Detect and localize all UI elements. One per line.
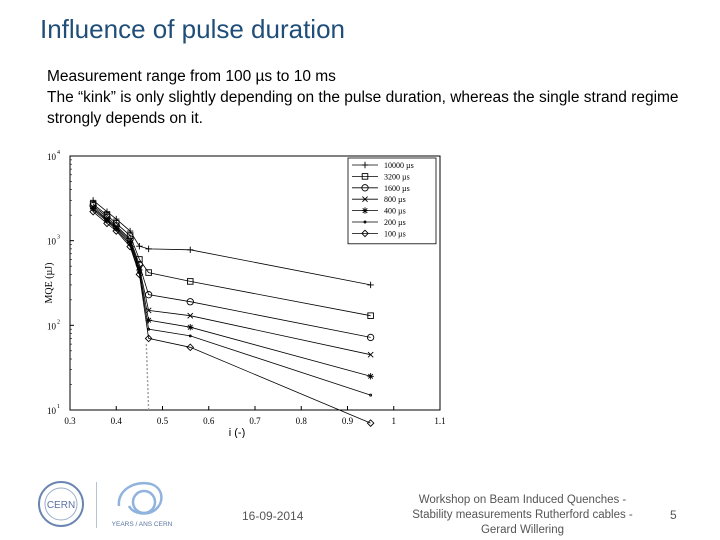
legend-label: 400 µs — [384, 207, 406, 216]
data-point — [126, 232, 134, 239]
legend-label: 800 µs — [384, 195, 406, 204]
series-3200-µs — [89, 200, 374, 319]
legend-marker — [361, 184, 369, 192]
legend-marker — [361, 229, 369, 238]
legend-marker — [361, 173, 369, 180]
data-point — [126, 242, 134, 251]
data-point — [367, 351, 374, 358]
series-line — [92, 206, 371, 356]
x-tick-label: 0.6 — [203, 416, 215, 426]
cern-60-years-logo: YEARS / ANS CERN — [112, 481, 173, 528]
cern-logo-text: CERN — [47, 500, 75, 511]
data-point — [366, 419, 375, 427]
data-point — [103, 219, 111, 228]
x-axis-label: i (-) — [229, 427, 246, 438]
data-point — [187, 312, 194, 319]
data-point — [89, 207, 97, 216]
data-point — [186, 298, 194, 306]
series-line — [92, 205, 371, 338]
y-axis-label: MQE (µJ) — [44, 262, 55, 303]
legend-label: 10000 µs — [384, 161, 414, 170]
series-100-µs — [89, 207, 375, 427]
legend-label: 1600 µs — [384, 184, 410, 193]
x-tick-label: 0.3 — [64, 416, 76, 426]
y-tick-exponent: 3 — [57, 235, 60, 241]
threshold-dashed-line — [145, 344, 150, 411]
legend-label: 100 µs — [384, 229, 406, 238]
legend-marker — [361, 207, 369, 214]
data-point — [145, 245, 152, 253]
data-point — [366, 333, 375, 342]
data-point — [144, 334, 153, 343]
legend-marker — [363, 220, 367, 224]
series-800-µs — [90, 204, 374, 358]
years-logo-text: YEARS / ANS CERN — [112, 521, 173, 528]
x-tick-label: 1 — [392, 416, 397, 426]
slide-title: Influence of pulse duration — [40, 14, 345, 44]
data-point — [112, 227, 121, 235]
data-point — [186, 343, 195, 352]
x-tick-label: 0.4 — [111, 416, 123, 426]
series-line — [92, 203, 371, 317]
y-tick-label: 10 — [47, 237, 57, 247]
legend-marker — [362, 196, 368, 203]
data-point — [186, 278, 194, 285]
y-tick-exponent: 1 — [57, 404, 60, 410]
cern-logo: CERN — [38, 481, 84, 527]
data-point — [135, 270, 144, 279]
y-tick-exponent: 4 — [57, 150, 60, 156]
logo-divider — [96, 482, 97, 528]
series-1600-µs — [89, 201, 375, 342]
data-point — [136, 266, 143, 274]
x-tick-label: 1.1 — [434, 416, 445, 426]
data-point — [188, 334, 192, 338]
page-number: 5 — [670, 508, 677, 522]
series-line — [92, 208, 371, 377]
legend-label: 200 µs — [384, 218, 406, 227]
data-point — [367, 312, 374, 319]
legend-label: 3200 µs — [384, 172, 410, 181]
data-point — [369, 393, 373, 397]
footer-workshop: Workshop on Beam Induced Quenches - Stab… — [412, 494, 633, 536]
data-point — [145, 316, 152, 324]
data-point — [367, 281, 374, 289]
data-point — [136, 243, 143, 250]
bullet-1: Measurement range from 100 µs to 10 ms — [47, 68, 336, 85]
y-tick-label: 10 — [47, 321, 57, 331]
data-point — [113, 215, 120, 223]
x-tick-label: 0.8 — [296, 416, 308, 426]
y-tick-exponent: 2 — [57, 319, 60, 325]
series-line — [92, 199, 371, 286]
footer-date: 16-09-2014 — [242, 509, 304, 523]
data-point — [367, 373, 374, 380]
bullet-list: Measurement range from 100 µs to 10 ms T… — [47, 66, 687, 129]
x-tick-label: 0.5 — [157, 416, 169, 426]
data-point — [145, 269, 152, 276]
bullet-2: The “kink” is only slightly depending on… — [47, 89, 679, 127]
x-tick-label: 0.9 — [342, 416, 354, 426]
data-point — [187, 246, 194, 254]
series-line — [92, 211, 371, 424]
x-tick-label: 0.7 — [249, 416, 261, 426]
y-tick-label: 10 — [47, 152, 57, 162]
data-point — [126, 239, 134, 246]
series-line — [92, 209, 371, 396]
legend-marker — [361, 161, 369, 169]
data-point — [187, 324, 194, 331]
y-tick-label: 10 — [47, 406, 57, 416]
